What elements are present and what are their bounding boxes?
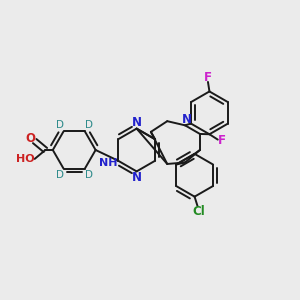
- Text: NH: NH: [99, 158, 117, 168]
- Text: D: D: [56, 170, 64, 180]
- Text: D: D: [85, 120, 93, 130]
- Text: F: F: [204, 71, 212, 84]
- Text: N: N: [132, 171, 142, 184]
- Text: HO: HO: [16, 154, 35, 164]
- Text: D: D: [85, 170, 93, 180]
- Text: F: F: [218, 134, 226, 147]
- Text: N: N: [132, 116, 142, 129]
- Text: D: D: [56, 120, 64, 130]
- Text: Cl: Cl: [192, 205, 205, 218]
- Text: O: O: [26, 132, 36, 145]
- Text: N: N: [182, 112, 192, 126]
